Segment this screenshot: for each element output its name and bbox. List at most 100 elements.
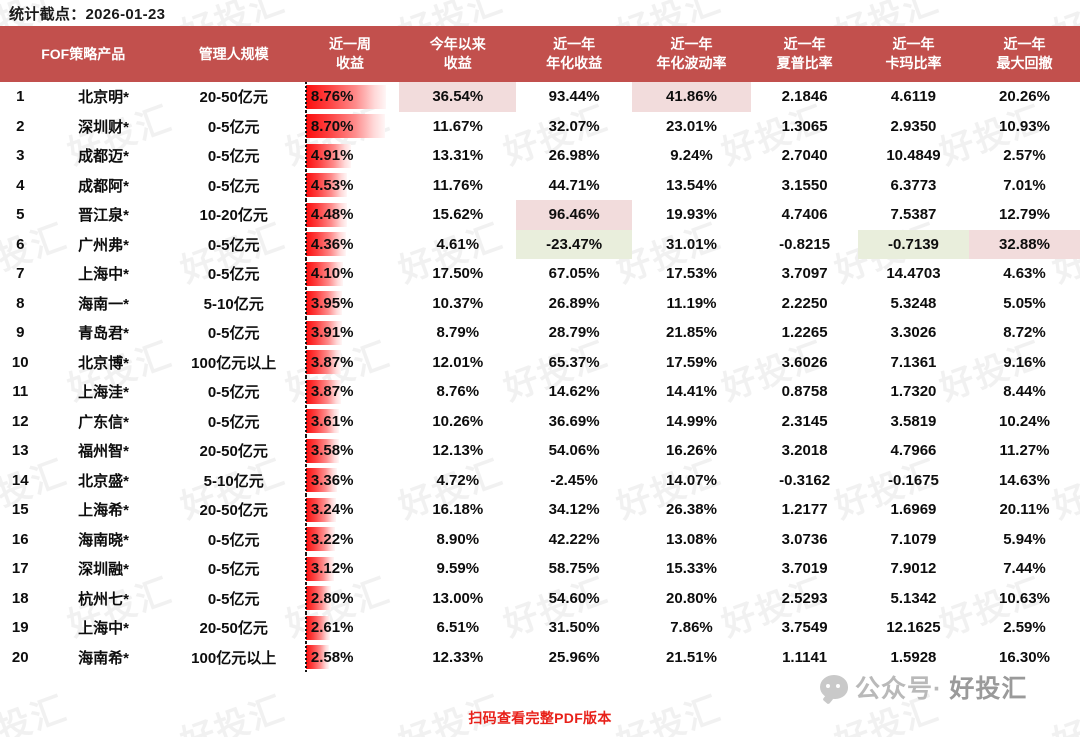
databar-wrapper: 3.95%	[301, 288, 399, 319]
cell-calmar: 2.9350	[890, 117, 937, 135]
cell-vol: 21.51%	[666, 648, 717, 666]
cell-sharpe: 2.5293	[781, 589, 828, 607]
databar-label: 4.10%	[310, 265, 354, 283]
databar-label: 3.95%	[310, 294, 354, 312]
cell-week-return: 4.91%	[301, 140, 399, 171]
cell-week-return: 2.80%	[301, 583, 399, 614]
databar-label: 4.48%	[310, 206, 354, 224]
cell-scale: 10-20亿元	[199, 207, 268, 225]
cell-ar: 32.07%	[548, 117, 600, 135]
databar-axis	[304, 376, 307, 407]
cell-sharpe: 3.0736	[781, 530, 828, 548]
cell-scale: 0-5亿元	[207, 148, 260, 166]
table-header: FOF策略产品 管理人规模 近一周 收益 今年以来 收益 近一年 年化收益 近一…	[0, 26, 1080, 82]
cell-ar: 26.98%	[548, 147, 600, 165]
databar-axis	[304, 465, 307, 496]
column-header-product-label: FOF策略产品	[41, 45, 126, 62]
cell-name: 海南希*	[78, 649, 129, 667]
cell-ytd: 17.50%	[432, 265, 484, 283]
table-row: 12 广东信* 0-5亿元 3.61% 10.26% 36.69% 14.99% 2.3145…	[0, 406, 1080, 437]
cell-rank: 7	[16, 265, 25, 283]
cell-mdd: 5.05%	[1003, 294, 1046, 312]
databar-axis	[304, 258, 307, 289]
cell-ar: 25.96%	[548, 648, 600, 666]
databar-wrapper: 4.91%	[301, 140, 399, 171]
cell-ar: 14.62%	[548, 383, 600, 401]
databar-axis	[304, 642, 307, 673]
cell-calmar: 1.7320	[890, 383, 937, 401]
cell-sharpe: -0.8215	[779, 235, 831, 253]
cell-mdd: 16.30%	[999, 648, 1050, 666]
databar-label: 3.36%	[310, 471, 354, 489]
cell-name: 广东信*	[78, 413, 129, 431]
table-row: 3 成都迈* 0-5亿元 4.91% 13.31% 26.98% 9.24% 2.7040 10…	[0, 140, 1080, 171]
databar-fill	[305, 468, 337, 493]
cell-ytd: 12.13%	[432, 442, 484, 460]
cell-mdd: 7.44%	[1003, 560, 1046, 578]
cell-name: 上海希*	[78, 502, 129, 520]
cell-ytd: 15.62%	[432, 206, 484, 224]
cell-name: 北京博*	[78, 354, 129, 372]
cell-rank: 15	[11, 501, 29, 519]
cell-name: 成都迈*	[78, 148, 129, 166]
cell-vol: 20.80%	[666, 589, 717, 607]
cell-mdd: 5.94%	[1003, 530, 1046, 548]
cell-rank: 5	[16, 206, 25, 224]
cell-mdd: 12.79%	[999, 206, 1050, 224]
cell-scale: 0-5亿元	[207, 384, 260, 402]
cell-scale: 20-50亿元	[199, 502, 268, 520]
cell-ytd: 13.31%	[432, 147, 484, 165]
cell-mdd: 10.24%	[999, 412, 1050, 430]
cell-calmar: -0.1675	[888, 471, 939, 489]
table-row: 10 北京博* 100亿元以上 3.87% 12.01% 65.37% 17.59% 3.60…	[0, 347, 1080, 378]
databar-axis	[304, 229, 307, 260]
wechat-brand-watermark: 公众号· 好投汇	[820, 669, 1027, 705]
cell-sharpe: 3.7097	[781, 265, 828, 283]
databar-wrapper: 2.58%	[301, 642, 399, 673]
table-row: 9 青岛君* 0-5亿元 3.91% 8.79% 28.79% 21.85% 1.2265 3.…	[0, 317, 1080, 348]
cell-mdd: 11.27%	[999, 442, 1050, 460]
cell-mdd: 32.88%	[968, 229, 1080, 259]
databar-label: 3.61%	[310, 412, 354, 430]
databar-wrapper: 3.22%	[301, 524, 399, 555]
column-header-annualized-return: 近一年 年化收益	[516, 26, 632, 82]
table-row: 5 晋江泉* 10-20亿元 4.48% 15.62% 96.46% 19.93% 4.740…	[0, 199, 1080, 230]
cell-week-return: 3.12%	[301, 553, 399, 584]
table-row: 17 深圳融* 0-5亿元 3.12% 9.59% 58.75% 15.33% 3.7019 7…	[0, 553, 1080, 584]
cell-sharpe: 2.1846	[781, 88, 828, 106]
databar-fill	[305, 114, 386, 139]
column-header-scale-label: 管理人规模	[198, 45, 269, 62]
cell-calmar: 7.5387	[890, 206, 937, 224]
databar-fill	[305, 645, 330, 670]
databar-fill	[305, 350, 342, 375]
cell-scale: 20-50亿元	[199, 443, 268, 461]
table-row: 19 上海中* 20-50亿元 2.61% 6.51% 31.50% 7.86% 3.7549…	[0, 612, 1080, 643]
cell-ytd: 8.76%	[436, 383, 480, 401]
cell-rank: 14	[11, 471, 29, 489]
table-row: 14 北京盛* 5-10亿元 3.36% 4.72% -2.45% 14.07% -0.316…	[0, 465, 1080, 496]
cell-scale: 100亿元以上	[191, 649, 277, 667]
databar-fill	[305, 173, 348, 198]
cell-sharpe: 2.3145	[781, 412, 828, 430]
cell-name: 深圳融*	[78, 561, 129, 579]
cell-week-return: 8.76%	[301, 81, 399, 112]
cell-scale: 0-5亿元	[207, 266, 260, 284]
cell-name: 上海洼*	[78, 384, 129, 402]
databar-label: 4.53%	[310, 176, 354, 194]
cell-week-return: 3.95%	[301, 288, 399, 319]
cell-mdd: 9.16%	[1003, 353, 1046, 371]
cell-calmar: 1.6969	[890, 501, 937, 519]
databar-wrapper: 3.61%	[301, 406, 399, 437]
cell-scale: 0-5亿元	[207, 325, 260, 343]
cell-calmar: 1.5928	[890, 648, 937, 666]
databar-fill	[305, 556, 335, 581]
table-row: 13 福州智* 20-50亿元 3.58% 12.13% 54.06% 16.26% 3.20…	[0, 435, 1080, 466]
cell-ar: 42.22%	[548, 530, 600, 548]
cell-vol: 13.08%	[666, 530, 717, 548]
cell-name: 上海中*	[78, 620, 129, 638]
cell-sharpe: 3.7019	[781, 560, 828, 578]
cell-sharpe: 2.7040	[781, 147, 828, 165]
cell-rank: 11	[12, 383, 29, 401]
cell-name: 广州弗*	[78, 236, 129, 254]
cell-week-return: 3.61%	[301, 406, 399, 437]
